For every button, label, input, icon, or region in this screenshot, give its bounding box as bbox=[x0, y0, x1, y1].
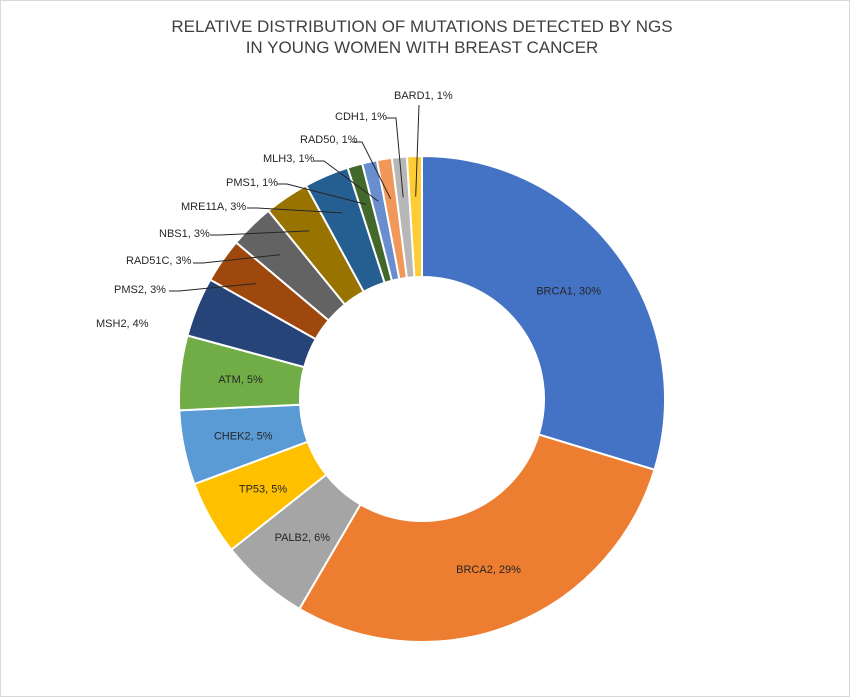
data-label-bard1: BARD1, 1% bbox=[394, 90, 453, 102]
data-label-tp53: TP53, 5% bbox=[239, 484, 288, 496]
data-label-mre11a: MRE11A, 3% bbox=[181, 201, 246, 213]
data-label-nbs1: NBS1, 3% bbox=[159, 228, 210, 240]
leader-line-rad51c bbox=[193, 254, 280, 264]
leader-lines-layer bbox=[169, 104, 420, 292]
leader-line-bard1 bbox=[415, 104, 420, 197]
leader-line-mre11a bbox=[247, 207, 343, 214]
leader-line-pms2 bbox=[169, 283, 256, 292]
chart-title-line-2: IN YOUNG WOMEN WITH BREAST CANCER bbox=[246, 38, 599, 57]
chart-title-line-1: RELATIVE DISTRIBUTION OF MUTATIONS DETEC… bbox=[171, 17, 672, 36]
data-labels-layer: BRCA1, 30% BRCA2, 29% PALB2, 6% TP53, 5% CHE… bbox=[96, 90, 601, 576]
data-label-atm: ATM, 5% bbox=[218, 374, 263, 386]
slice-brca2 bbox=[298, 433, 656, 643]
data-label-mlh3: MLH3, 1% bbox=[263, 153, 315, 165]
data-label-pms2: PMS2, 3% bbox=[114, 284, 166, 296]
data-label-palb2: PALB2, 6% bbox=[275, 532, 331, 544]
data-label-rad51c: RAD51C, 3% bbox=[126, 255, 192, 267]
data-label-cdh1: CDH1, 1% bbox=[335, 111, 387, 123]
data-label-brca2: BRCA2, 29% bbox=[456, 564, 521, 576]
slice-bard1 bbox=[405, 154, 423, 279]
data-label-msh2: MSH2, 4% bbox=[96, 318, 149, 330]
leader-line-pms1 bbox=[277, 183, 367, 205]
data-label-rad50: RAD50, 1% bbox=[300, 134, 358, 146]
slice-brca1 bbox=[421, 154, 666, 472]
leader-line-nbs1 bbox=[210, 230, 310, 236]
leader-line-rad50 bbox=[352, 141, 392, 200]
data-label-pms1: PMS1, 1% bbox=[226, 177, 278, 189]
leader-line-mlh3 bbox=[314, 160, 379, 202]
leader-line-cdh1 bbox=[386, 117, 404, 198]
slices-layer bbox=[178, 154, 666, 643]
data-label-brca1: BRCA1, 30% bbox=[536, 285, 601, 297]
data-label-chek2: CHEK2, 5% bbox=[214, 431, 273, 443]
